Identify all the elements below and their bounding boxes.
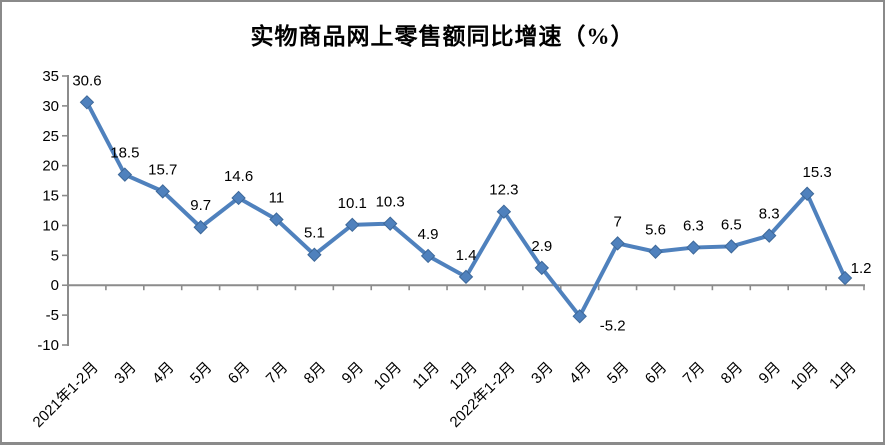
y-axis-label: -10 xyxy=(37,337,59,354)
x-axis-label: 12月 xyxy=(446,359,480,393)
data-point-marker xyxy=(610,236,625,251)
data-point-marker xyxy=(496,204,512,219)
data-label: 1.2 xyxy=(851,260,872,277)
x-axis-label: 8月 xyxy=(301,359,330,388)
x-axis-label: 2021年1-2月 xyxy=(30,359,102,431)
y-axis-label: 35 xyxy=(42,68,59,85)
data-label: 18.5 xyxy=(110,145,139,162)
data-label: 6.5 xyxy=(721,216,742,233)
x-axis-label: 5月 xyxy=(187,359,216,388)
data-point-marker xyxy=(458,269,474,285)
data-point-marker xyxy=(837,270,853,286)
y-axis-label: 20 xyxy=(42,158,59,175)
y-axis-label: 5 xyxy=(51,247,59,264)
data-label: 7 xyxy=(613,213,621,230)
data-label: 15.7 xyxy=(148,161,177,178)
data-point-marker xyxy=(799,186,815,201)
x-axis-label: 8月 xyxy=(718,359,747,388)
data-point-marker xyxy=(231,190,246,206)
data-label: 14.6 xyxy=(224,168,253,185)
data-point-marker xyxy=(648,244,663,259)
data-label: 5.1 xyxy=(304,225,325,242)
chart-title: 实物商品网上零售额同比增速（%） xyxy=(250,24,635,49)
data-point-marker xyxy=(155,184,170,199)
data-point-marker xyxy=(534,260,550,276)
x-axis-label: 4月 xyxy=(149,359,178,388)
x-axis-label: 5月 xyxy=(604,359,633,388)
data-label: 10.1 xyxy=(338,195,367,212)
data-point-marker xyxy=(307,247,322,262)
data-label: 2.9 xyxy=(531,238,552,255)
x-axis-label: 4月 xyxy=(566,359,595,388)
y-axis-label: 30 xyxy=(42,98,59,115)
data-label: 15.3 xyxy=(803,164,832,181)
x-axis-label: 9月 xyxy=(339,359,368,388)
data-point-marker xyxy=(572,309,587,324)
data-label: 4.9 xyxy=(418,226,439,243)
data-label: 11 xyxy=(269,189,285,206)
data-point-marker xyxy=(79,95,95,110)
x-axis-label: 10月 xyxy=(371,359,405,393)
data-point-marker xyxy=(382,216,398,231)
data-label: 6.3 xyxy=(683,218,704,235)
x-axis-label: 6月 xyxy=(642,359,671,388)
y-axis-label: 15 xyxy=(42,188,59,205)
data-label: 1.4 xyxy=(456,247,477,264)
data-label: 12.3 xyxy=(489,182,518,199)
data-label: -5.2 xyxy=(600,317,626,334)
data-label: 8.3 xyxy=(759,206,780,223)
data-point-marker xyxy=(724,239,739,254)
x-axis-label: 7月 xyxy=(263,359,292,388)
data-point-marker xyxy=(686,240,701,255)
y-axis-label: 25 xyxy=(42,128,59,145)
data-label: 10.3 xyxy=(376,194,405,211)
x-axis-label: 6月 xyxy=(225,359,254,388)
data-point-marker xyxy=(420,248,436,264)
y-axis-label: 0 xyxy=(51,277,59,294)
data-label: 5.6 xyxy=(645,222,666,239)
x-axis-label: 9月 xyxy=(756,359,785,388)
data-point-marker xyxy=(193,220,208,235)
data-point-marker xyxy=(345,217,360,233)
x-axis-label: 7月 xyxy=(680,359,709,388)
y-axis-label: 10 xyxy=(42,217,59,234)
y-axis-label: -5 xyxy=(46,307,59,324)
data-label: 9.7 xyxy=(190,197,211,214)
x-axis-label: 11月 xyxy=(409,359,443,393)
data-point-marker xyxy=(117,167,133,182)
x-axis-label: 3月 xyxy=(111,359,140,388)
x-axis-label: 10月 xyxy=(788,359,822,393)
x-axis-label: 11月 xyxy=(826,359,860,393)
x-axis-label: 3月 xyxy=(528,359,557,388)
data-point-marker xyxy=(762,228,777,243)
data-label: 30.6 xyxy=(72,72,101,89)
data-point-marker xyxy=(269,212,284,227)
